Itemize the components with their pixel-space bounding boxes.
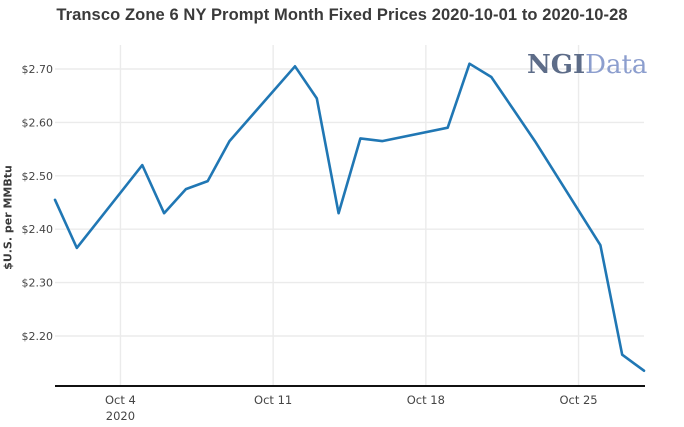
y-tick-label: $2.40 bbox=[22, 223, 54, 236]
chart-title: Transco Zone 6 NY Prompt Month Fixed Pri… bbox=[56, 6, 628, 24]
y-tick-label: $2.70 bbox=[22, 63, 54, 76]
price-line bbox=[53, 62, 646, 373]
x-tick-label: Oct 25 bbox=[559, 393, 597, 407]
y-tick-label: $2.60 bbox=[22, 116, 54, 129]
y-tick-label: $2.20 bbox=[22, 330, 54, 343]
x-tick-label: Oct 18 bbox=[407, 393, 445, 407]
y-tick-label: $2.50 bbox=[22, 170, 54, 183]
y-tick-label: $2.30 bbox=[22, 277, 54, 290]
logo-data-text: Data bbox=[585, 50, 648, 80]
x-tick-label: Oct 4 bbox=[105, 393, 136, 407]
ngi-data-logo: NGIData bbox=[527, 48, 647, 82]
logo-ngi-text: NGI bbox=[527, 50, 586, 80]
x-tick-label: Oct 11 bbox=[254, 393, 292, 407]
x-tick-sublabel: 2020 bbox=[106, 409, 135, 423]
